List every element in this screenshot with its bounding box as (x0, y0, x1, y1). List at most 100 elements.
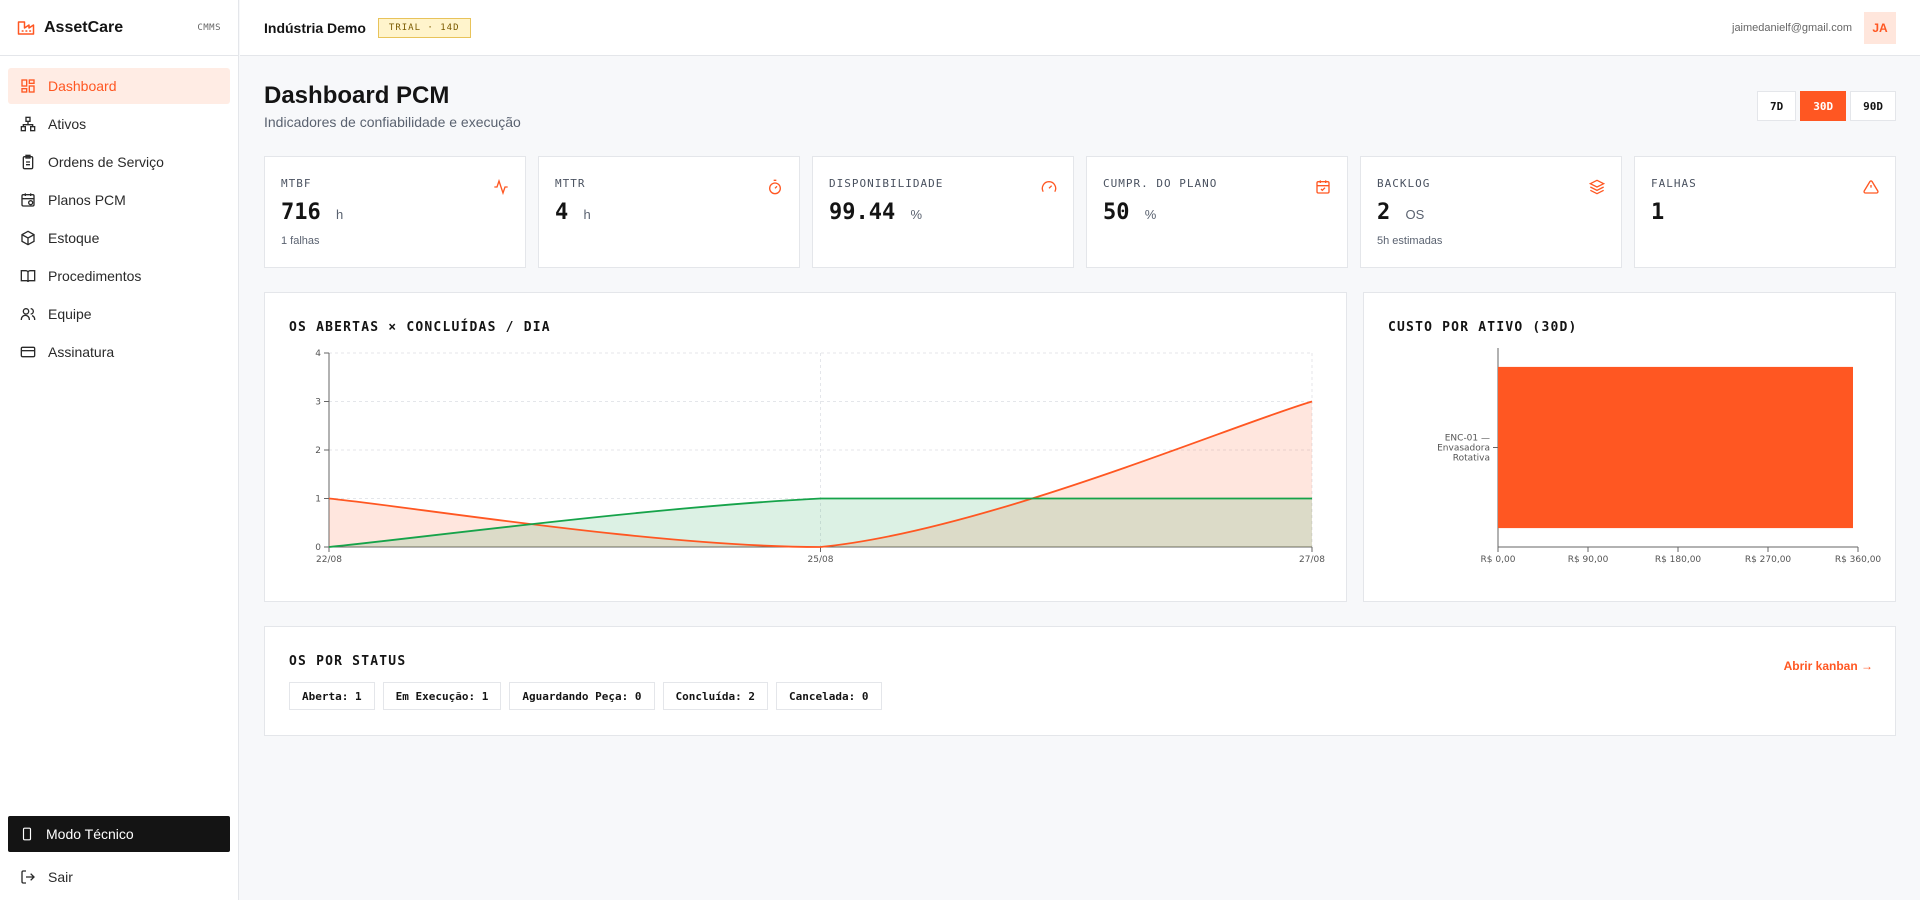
sidebar-item-assinatura[interactable]: Assinatura (8, 334, 230, 370)
credit-card-icon (20, 346, 36, 358)
activity-icon (494, 179, 508, 195)
sidebar-item-label: Equipe (48, 306, 92, 322)
kpi-label: MTTR (555, 177, 586, 190)
sidebar-item-label: Planos PCM (48, 192, 126, 208)
sidebar-bottom: Modo Técnico Sair (8, 816, 230, 900)
range-7d-button[interactable]: 7D (1757, 91, 1797, 121)
status-title: OS POR STATUS (289, 654, 407, 669)
sidebar-item-equipe[interactable]: Equipe (8, 296, 230, 332)
kpi-value: 50 % (1103, 200, 1331, 225)
series-0-line (328, 400, 1313, 548)
y-tick-label: 1 (315, 495, 321, 505)
category-label-line: Rotativa (1453, 454, 1490, 464)
org-name: Indústria Demo (264, 19, 366, 36)
smartphone-icon (22, 827, 32, 841)
sidebar-item-label: Estoque (48, 230, 100, 246)
user-email: jaimedanielf@gmail.com (1732, 21, 1852, 34)
open-kanban-link[interactable]: Abrir kanban → (1783, 659, 1873, 673)
dashboard-icon (21, 79, 35, 93)
package-icon (21, 230, 35, 246)
kpi-label: FALHAS (1651, 177, 1697, 190)
os-chart-card: OS ABERTAS × CONCLUÍDAS / DIA 0 1 2 3 4 22/08… (264, 292, 1347, 602)
os-area-chart: 0 1 2 3 4 22/08 25/08 27/08 (315, 349, 1325, 565)
topbar: Indústria Demo TRIAL · 14D jaimedanielf@… (240, 0, 1920, 56)
range-30d-button[interactable]: 30D (1800, 91, 1847, 121)
kpi-unit: h (583, 207, 591, 222)
brand[interactable]: AssetCare CMMS (0, 0, 238, 56)
sidebar-item-ordens[interactable]: Ordens de Serviço (8, 144, 230, 180)
sidebar-item-label: Dashboard (48, 78, 117, 94)
cost-bar-chart: R$ 0,00 R$ 90,00 R$ 180,00 R$ 270,00 R$ 360,… (1437, 348, 1882, 565)
kpi-label: CUMPR. DO PLANO (1103, 177, 1218, 190)
kpi-sub: 1 falhas (281, 235, 320, 247)
layers-icon (1589, 179, 1605, 195)
category-label: ENC-01 — Envasadora Rotativa (1437, 434, 1490, 464)
kpi-number: 1 (1651, 200, 1665, 225)
kpi-number: 4 (555, 200, 569, 225)
kpi-unit: % (910, 207, 923, 222)
kpi-value: 99.44 % (829, 200, 1057, 225)
status-chip-aberta[interactable]: Aberta: 1 (289, 682, 375, 710)
bar (1498, 366, 1853, 529)
kpi-label: MTBF (281, 177, 312, 190)
calendar-clock-icon (21, 193, 35, 207)
kpi-label: BACKLOG (1377, 177, 1431, 190)
kpi-value: 716 h (281, 200, 509, 225)
category-label-line: ENC-01 — (1445, 434, 1490, 444)
book-icon (20, 270, 36, 283)
sidebar-item-dashboard[interactable]: Dashboard (8, 68, 230, 104)
status-chip-concluida[interactable]: Concluída: 2 (662, 682, 769, 710)
x-tick-label: 27/08 (1299, 555, 1325, 565)
kpi-card-mttr: MTTR 4 h (538, 156, 800, 268)
status-chip-aguardando-peca[interactable]: Aguardando Peça: 0 (509, 682, 655, 710)
y-tick-label: 4 (315, 349, 321, 359)
chart-title: CUSTO POR ATIVO (30D) (1388, 320, 1578, 335)
status-chip-em-execucao[interactable]: Em Execução: 1 (382, 682, 502, 710)
cost-chart-card: CUSTO POR ATIVO (30D) R$ 0,00 R$ 90,00 R$ … (1363, 292, 1896, 602)
page-subtitle: Indicadores de confiabilidade e execução (264, 114, 521, 130)
kpi-sub: 5h estimadas (1377, 235, 1443, 247)
x-tick-label: R$ 360,00 (1835, 555, 1882, 565)
sidebar-item-label: Ativos (48, 116, 87, 132)
logout-label: Sair (48, 869, 73, 885)
kpi-number: 2 (1377, 200, 1391, 225)
logout-icon (21, 870, 35, 884)
x-tick-label: 22/08 (316, 555, 342, 565)
range-selector: 7D 30D 90D (1757, 91, 1896, 121)
sidebar-item-estoque[interactable]: Estoque (8, 220, 230, 256)
factory-icon (17, 20, 35, 35)
kpi-unit: % (1144, 207, 1157, 222)
sidebar-item-planos[interactable]: Planos PCM (8, 182, 230, 218)
brand-name: AssetCare (44, 18, 124, 36)
kpi-value: 4 h (555, 200, 783, 225)
kpi-label: DISPONIBILIDADE (829, 177, 944, 190)
avatar[interactable]: JA (1864, 11, 1896, 44)
status-chip-cancelada[interactable]: Cancelada: 0 (776, 682, 882, 710)
modo-tecnico-label: Modo Técnico (46, 826, 134, 842)
kpi-card-falhas: FALHAS 1 (1634, 156, 1896, 268)
modo-tecnico-button[interactable]: Modo Técnico (8, 816, 230, 852)
kpi-value: 2 OS (1377, 200, 1605, 225)
kpi-card-mtbf: MTBF 716 h 1 falhas (264, 156, 526, 268)
network-icon (20, 116, 36, 132)
timer-icon (769, 179, 781, 195)
series-0-area (329, 401, 1312, 547)
sidebar-nav: Dashboard Ativos Ordens de Serviço Plano… (0, 56, 238, 384)
brand-tag: CMMS (197, 22, 221, 33)
kpi-row: MTBF 716 h 1 falhas MTTR 4 h DISPONIBILI… (264, 156, 1896, 268)
logout-button[interactable]: Sair (8, 858, 230, 896)
range-90d-button[interactable]: 90D (1850, 91, 1896, 121)
kpi-number: 50 (1103, 200, 1130, 225)
x-tick-label: R$ 90,00 (1568, 555, 1609, 565)
kpi-card-cumprimento: CUMPR. DO PLANO 50 % (1086, 156, 1348, 268)
users-icon (20, 308, 36, 320)
sidebar-item-ativos[interactable]: Ativos (8, 106, 230, 142)
sidebar-item-label: Ordens de Serviço (48, 154, 164, 170)
y-tick-label: 0 (315, 543, 321, 553)
x-tick-label: R$ 0,00 (1481, 555, 1516, 565)
sidebar-item-label: Assinatura (48, 344, 115, 360)
sidebar-item-procedimentos[interactable]: Procedimentos (8, 258, 230, 294)
kpi-card-backlog: BACKLOG 2 OS 5h estimadas (1360, 156, 1622, 268)
x-tick-label: 25/08 (808, 555, 834, 565)
alert-triangle-icon (1863, 180, 1879, 194)
